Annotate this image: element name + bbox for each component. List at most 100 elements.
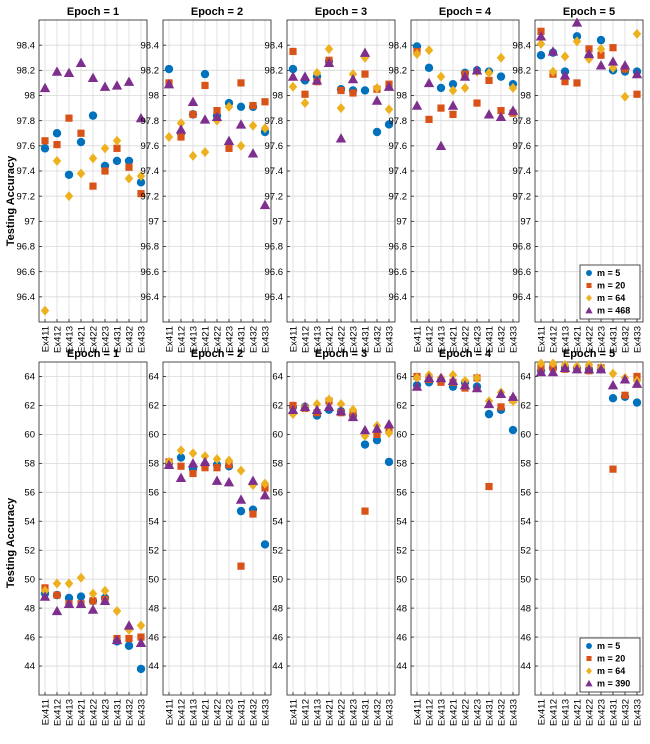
point-s4-Ex431 <box>111 634 123 645</box>
legend-marker-1 <box>586 643 592 649</box>
point-s2-Ex413 <box>65 114 73 122</box>
x-tick-label: Ex412 <box>549 326 560 353</box>
y-tick-label: 62 <box>272 401 283 412</box>
x-tick-label: Ex431 <box>485 699 496 726</box>
point-s3-Ex433 <box>384 427 394 438</box>
x-tick-label: Ex421 <box>77 326 88 353</box>
y-tick-label: 98.4 <box>17 40 36 51</box>
y-tick-label: 58 <box>396 459 407 470</box>
y-tick-label: 64 <box>148 372 159 383</box>
point-s4-Ex413 <box>187 458 199 468</box>
point-s2-Ex423 <box>597 51 605 59</box>
x-tick-label: Ex411 <box>537 699 548 725</box>
x-tick-label: Ex433 <box>261 326 272 353</box>
point-s2-Ex421 <box>449 110 457 118</box>
x-tick-label: Ex412 <box>53 699 64 726</box>
y-tick-label: 97.6 <box>141 141 160 152</box>
point-s3-Ex421 <box>448 370 458 381</box>
plot-frame <box>38 361 148 696</box>
x-tick-label: Ex422 <box>337 326 348 353</box>
point-s4-Ex413 <box>187 96 199 106</box>
point-s4-Ex422 <box>583 48 595 59</box>
point-s4-Ex423 <box>471 382 483 393</box>
point-s4-Ex431 <box>483 398 495 409</box>
x-tick-label: Ex433 <box>137 699 148 726</box>
x-tick-label: Ex433 <box>385 326 396 353</box>
x-tick-label: Ex433 <box>633 699 644 726</box>
point-s4-Ex413 <box>311 75 323 85</box>
point-s3-Ex412 <box>52 578 62 589</box>
y-tick-label: 58 <box>148 459 159 470</box>
point-s3-Ex421 <box>200 451 210 462</box>
panel-title: Epoch = 3 <box>315 348 367 360</box>
y-tick-label: 98 <box>272 91 283 102</box>
y-tick-label: 56 <box>272 488 283 499</box>
point-s3-Ex423 <box>596 43 606 54</box>
point-s2-Ex423 <box>473 99 481 107</box>
point-s4-Ex432 <box>123 76 135 86</box>
panel-title: Epoch = 3 <box>315 6 367 18</box>
y-tick-label: 50 <box>148 574 159 585</box>
point-s4-Ex411 <box>287 71 299 81</box>
point-s3-Ex431 <box>236 140 246 151</box>
point-s3-Ex411 <box>536 358 546 369</box>
point-s3-Ex433 <box>136 620 146 631</box>
point-s4-Ex432 <box>495 388 507 399</box>
point-s3-Ex413 <box>560 51 570 62</box>
point-s3-Ex413 <box>188 448 198 459</box>
point-s2-Ex421 <box>201 81 209 90</box>
point-s3-Ex423 <box>100 143 110 154</box>
point-s4-Ex411 <box>163 78 175 89</box>
legend-label: m = 5 <box>597 268 620 278</box>
point-s4-Ex411 <box>39 82 51 93</box>
point-s3-Ex413 <box>188 150 198 161</box>
point-s2-Ex422 <box>337 86 345 95</box>
point-s4-Ex431 <box>235 119 247 129</box>
point-s2-Ex432 <box>497 403 505 411</box>
point-s4-Ex433 <box>383 81 395 91</box>
y-tick-label: 96.4 <box>389 292 408 303</box>
point-s1-Ex432 <box>496 72 506 81</box>
point-s2-Ex422 <box>213 464 221 472</box>
x-tick-label: Ex421 <box>449 699 460 726</box>
point-s2-Ex413 <box>561 78 569 86</box>
y-tick-label: 97.8 <box>389 116 408 127</box>
point-s2-Ex412 <box>425 115 433 124</box>
point-s1-Ex431 <box>484 409 494 419</box>
x-tick-label: Ex423 <box>101 699 112 726</box>
point-s4-Ex421 <box>571 364 583 374</box>
point-s3-Ex433 <box>632 28 642 39</box>
point-s4-Ex423 <box>595 364 607 374</box>
x-tick-label: Ex422 <box>585 699 596 726</box>
point-s3-Ex432 <box>496 52 506 63</box>
point-s4-Ex413 <box>311 404 323 414</box>
plot-frame <box>286 361 396 696</box>
x-tick-label: Ex413 <box>65 326 76 353</box>
y-tick-label: 44 <box>148 661 159 672</box>
x-tick-label: Ex423 <box>349 699 360 726</box>
point-s2-Ex421 <box>201 464 209 472</box>
point-s3-Ex423 <box>224 101 234 112</box>
y-tick-label: 52 <box>272 545 283 556</box>
panel-title: Epoch = 5 <box>563 6 615 18</box>
y-tick-label: 58 <box>520 459 531 470</box>
y-tick-label: 60 <box>520 430 531 441</box>
x-tick-label: Ex432 <box>249 699 260 726</box>
point-s2-Ex433 <box>261 98 269 106</box>
point-s3-Ex413 <box>312 398 322 409</box>
point-s4-Ex411 <box>411 381 423 391</box>
x-tick-label: Ex423 <box>597 699 608 726</box>
point-s1-Ex431 <box>236 102 246 112</box>
point-s3-Ex421 <box>324 394 334 405</box>
y-tick-label: 97.4 <box>17 166 36 177</box>
y-tick-label: 52 <box>148 545 159 556</box>
y-tick-label: 54 <box>272 516 283 527</box>
point-s3-Ex422 <box>336 398 346 409</box>
point-s4-Ex431 <box>111 80 123 90</box>
point-s1-Ex421 <box>76 592 86 601</box>
x-tick-label: Ex432 <box>497 699 508 726</box>
x-tick-label: Ex411 <box>165 699 176 725</box>
point-s3-Ex413 <box>64 578 74 589</box>
legend-label: m = 5 <box>597 641 620 651</box>
